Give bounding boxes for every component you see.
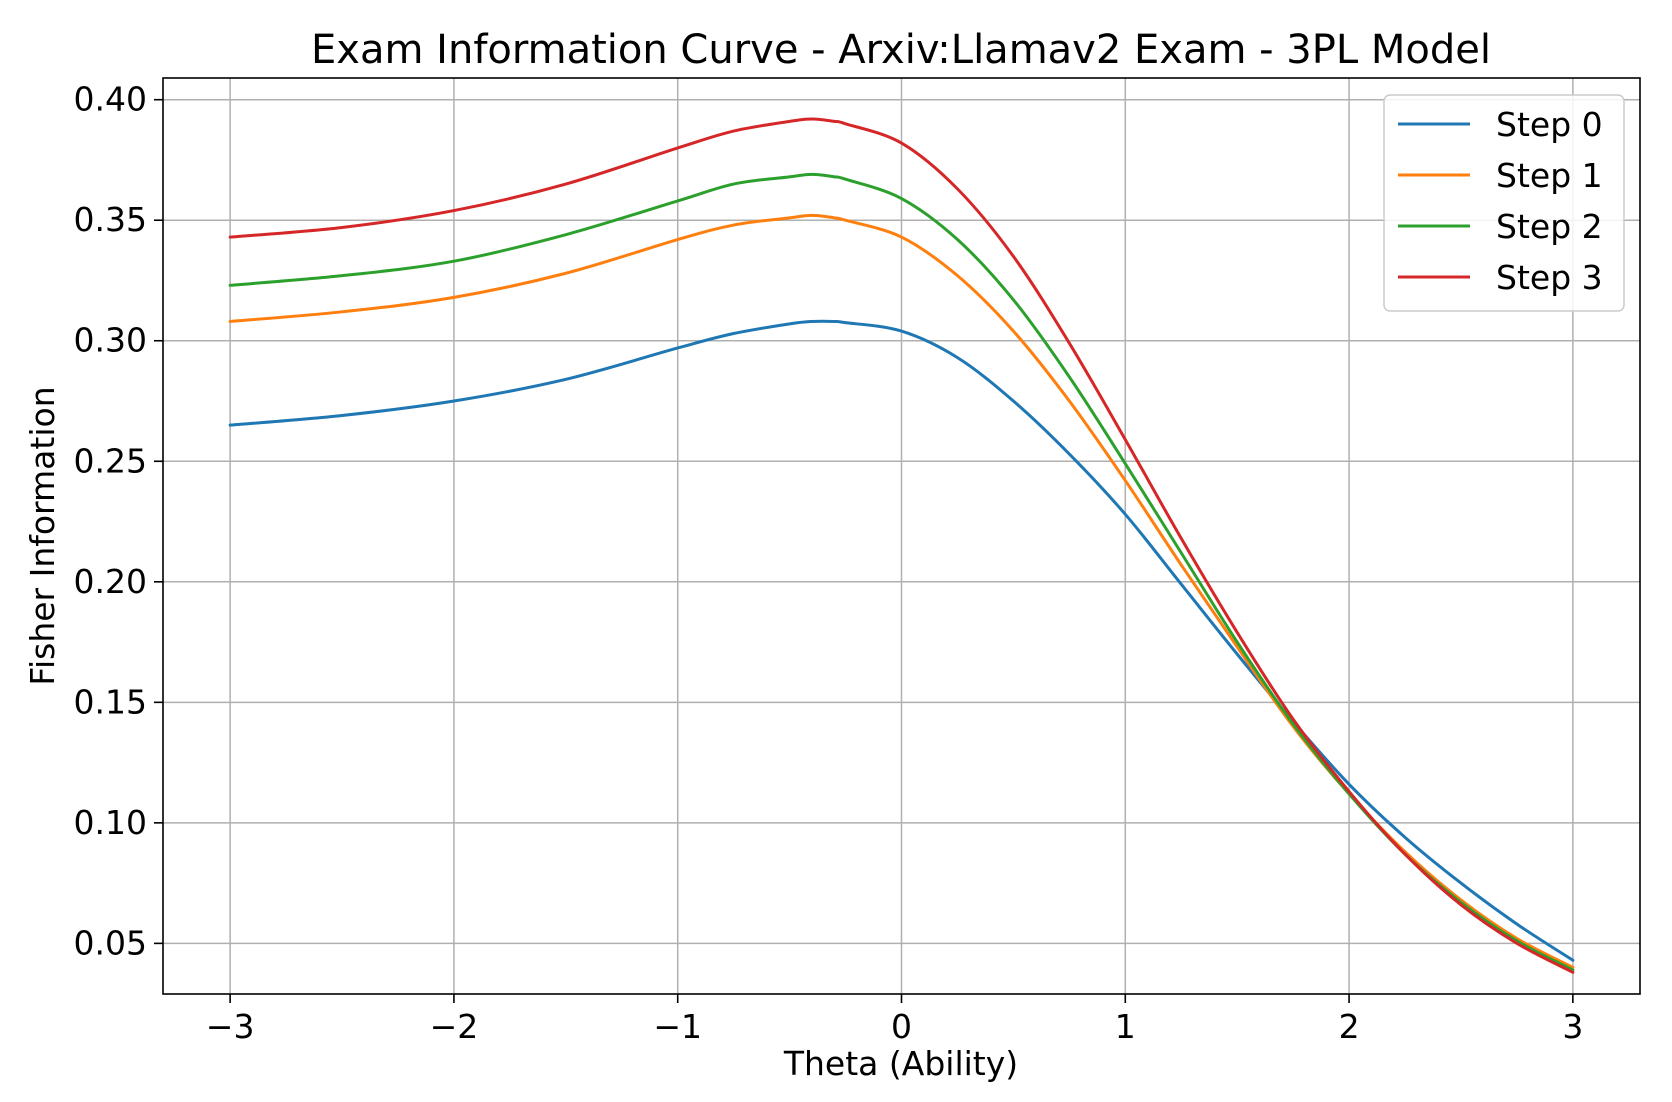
x-tick-label: −2 bbox=[430, 1007, 479, 1046]
legend-label-step-3: Step 3 bbox=[1496, 258, 1603, 297]
x-tick-label: −1 bbox=[653, 1007, 702, 1046]
series-lines bbox=[228, 117, 1575, 974]
x-tick-label: −3 bbox=[206, 1007, 255, 1046]
y-tick-label: 0.05 bbox=[74, 923, 147, 962]
series-line-step-0 bbox=[228, 319, 1575, 962]
grid-lines bbox=[163, 78, 1640, 994]
y-tick-label: 0.20 bbox=[74, 562, 147, 601]
y-tick-label: 0.10 bbox=[74, 803, 147, 842]
legend-box bbox=[1383, 94, 1625, 312]
series-line-step-3 bbox=[228, 117, 1575, 974]
y-tick-label: 0.15 bbox=[74, 682, 147, 721]
axis-ticks: −3 −2 −1 0 1 2 3 0.05 0.10 0.15 0.20 0.25 0.30 0.35 0.… bbox=[74, 80, 1584, 1046]
y-tick-label: 0.40 bbox=[74, 80, 147, 119]
y-axis-label: Fisher Information bbox=[23, 386, 62, 685]
legend-label-step-2: Step 2 bbox=[1496, 207, 1603, 246]
chart-legend: Step 0 Step 1 Step 2 Step 3 bbox=[1383, 94, 1625, 312]
x-tick-label: 2 bbox=[1339, 1007, 1360, 1046]
legend-items: Step 0 Step 1 Step 2 Step 3 bbox=[1398, 105, 1603, 297]
chart-title: Exam Information Curve - Arxiv:Llamav2 E… bbox=[311, 27, 1491, 73]
x-tick-label: 0 bbox=[891, 1007, 912, 1046]
y-tick-label: 0.35 bbox=[74, 200, 147, 239]
x-tick-label: 3 bbox=[1562, 1007, 1583, 1046]
x-tick-label: 1 bbox=[1115, 1007, 1136, 1046]
y-tick-label: 0.25 bbox=[74, 441, 147, 480]
legend-label-step-1: Step 1 bbox=[1496, 156, 1603, 195]
y-tick-label: 0.30 bbox=[74, 321, 147, 360]
legend-label-step-0: Step 0 bbox=[1496, 105, 1603, 144]
x-axis-label: Theta (Ability) bbox=[783, 1044, 1018, 1083]
